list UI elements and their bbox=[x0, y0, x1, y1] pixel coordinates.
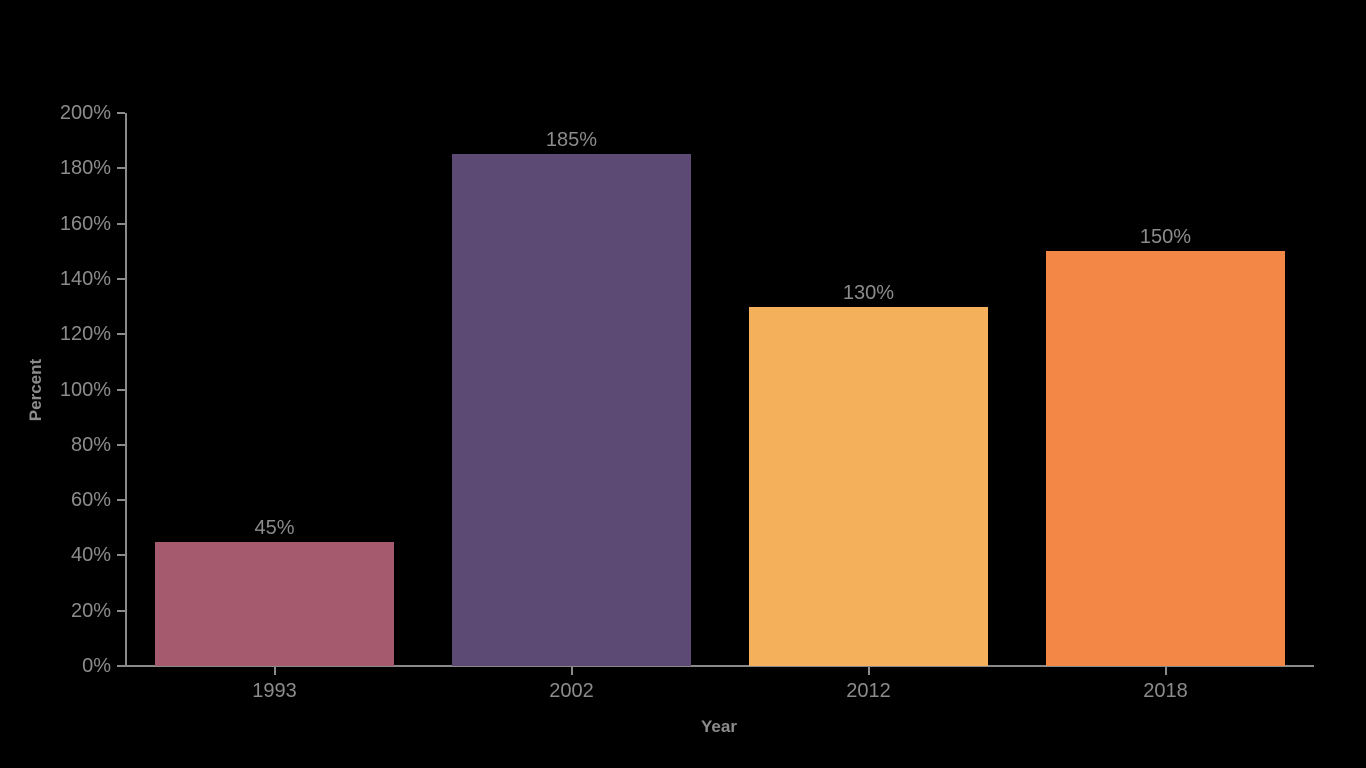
y-tick-label: 140% bbox=[59, 267, 111, 290]
y-tick-mark bbox=[117, 554, 125, 557]
x-axis-title: Year bbox=[701, 717, 737, 736]
y-tick-mark bbox=[117, 167, 125, 170]
y-tick-label: 0% bbox=[82, 655, 111, 677]
x-tick-label: 2002 bbox=[549, 680, 594, 702]
bar-value-label: 130% bbox=[842, 281, 895, 304]
y-tick-label: 160% bbox=[59, 212, 111, 235]
y-tick-mark bbox=[117, 443, 125, 446]
y-tick-mark bbox=[117, 333, 125, 336]
y-tick-mark bbox=[117, 277, 125, 280]
y-tick-label: 200% bbox=[59, 102, 111, 124]
x-axis-line bbox=[125, 665, 1314, 667]
y-tick-mark bbox=[117, 609, 125, 612]
y-tick-label: 20% bbox=[70, 599, 111, 622]
bar-1993 bbox=[155, 541, 394, 666]
y-tick-mark bbox=[117, 499, 125, 502]
y-tick-label: 40% bbox=[70, 544, 111, 567]
y-axis-line bbox=[125, 113, 127, 667]
y-tick-label: 60% bbox=[70, 489, 111, 512]
x-tick-mark bbox=[867, 667, 870, 675]
y-tick-mark bbox=[117, 665, 125, 667]
bar-value-label: 45% bbox=[254, 516, 295, 539]
bar-value-label: 185% bbox=[545, 129, 598, 152]
y-tick-label: 120% bbox=[59, 323, 111, 346]
y-tick-label: 100% bbox=[59, 378, 111, 401]
y-tick-mark bbox=[117, 388, 125, 391]
x-tick-mark bbox=[273, 667, 276, 675]
y-tick-mark bbox=[117, 112, 125, 114]
bar-2018 bbox=[1046, 251, 1285, 666]
y-tick-mark bbox=[117, 222, 125, 225]
bar-2012 bbox=[749, 306, 988, 666]
x-tick-mark bbox=[570, 667, 573, 675]
x-tick-mark bbox=[1164, 667, 1167, 675]
bar-value-label: 150% bbox=[1139, 226, 1192, 249]
bar-2002 bbox=[452, 154, 691, 666]
x-tick-label: 2012 bbox=[846, 680, 891, 702]
x-tick-label: 1993 bbox=[252, 680, 297, 702]
x-tick-label: 2018 bbox=[1143, 680, 1188, 702]
y-tick-label: 80% bbox=[70, 433, 111, 456]
y-tick-label: 180% bbox=[59, 157, 111, 180]
